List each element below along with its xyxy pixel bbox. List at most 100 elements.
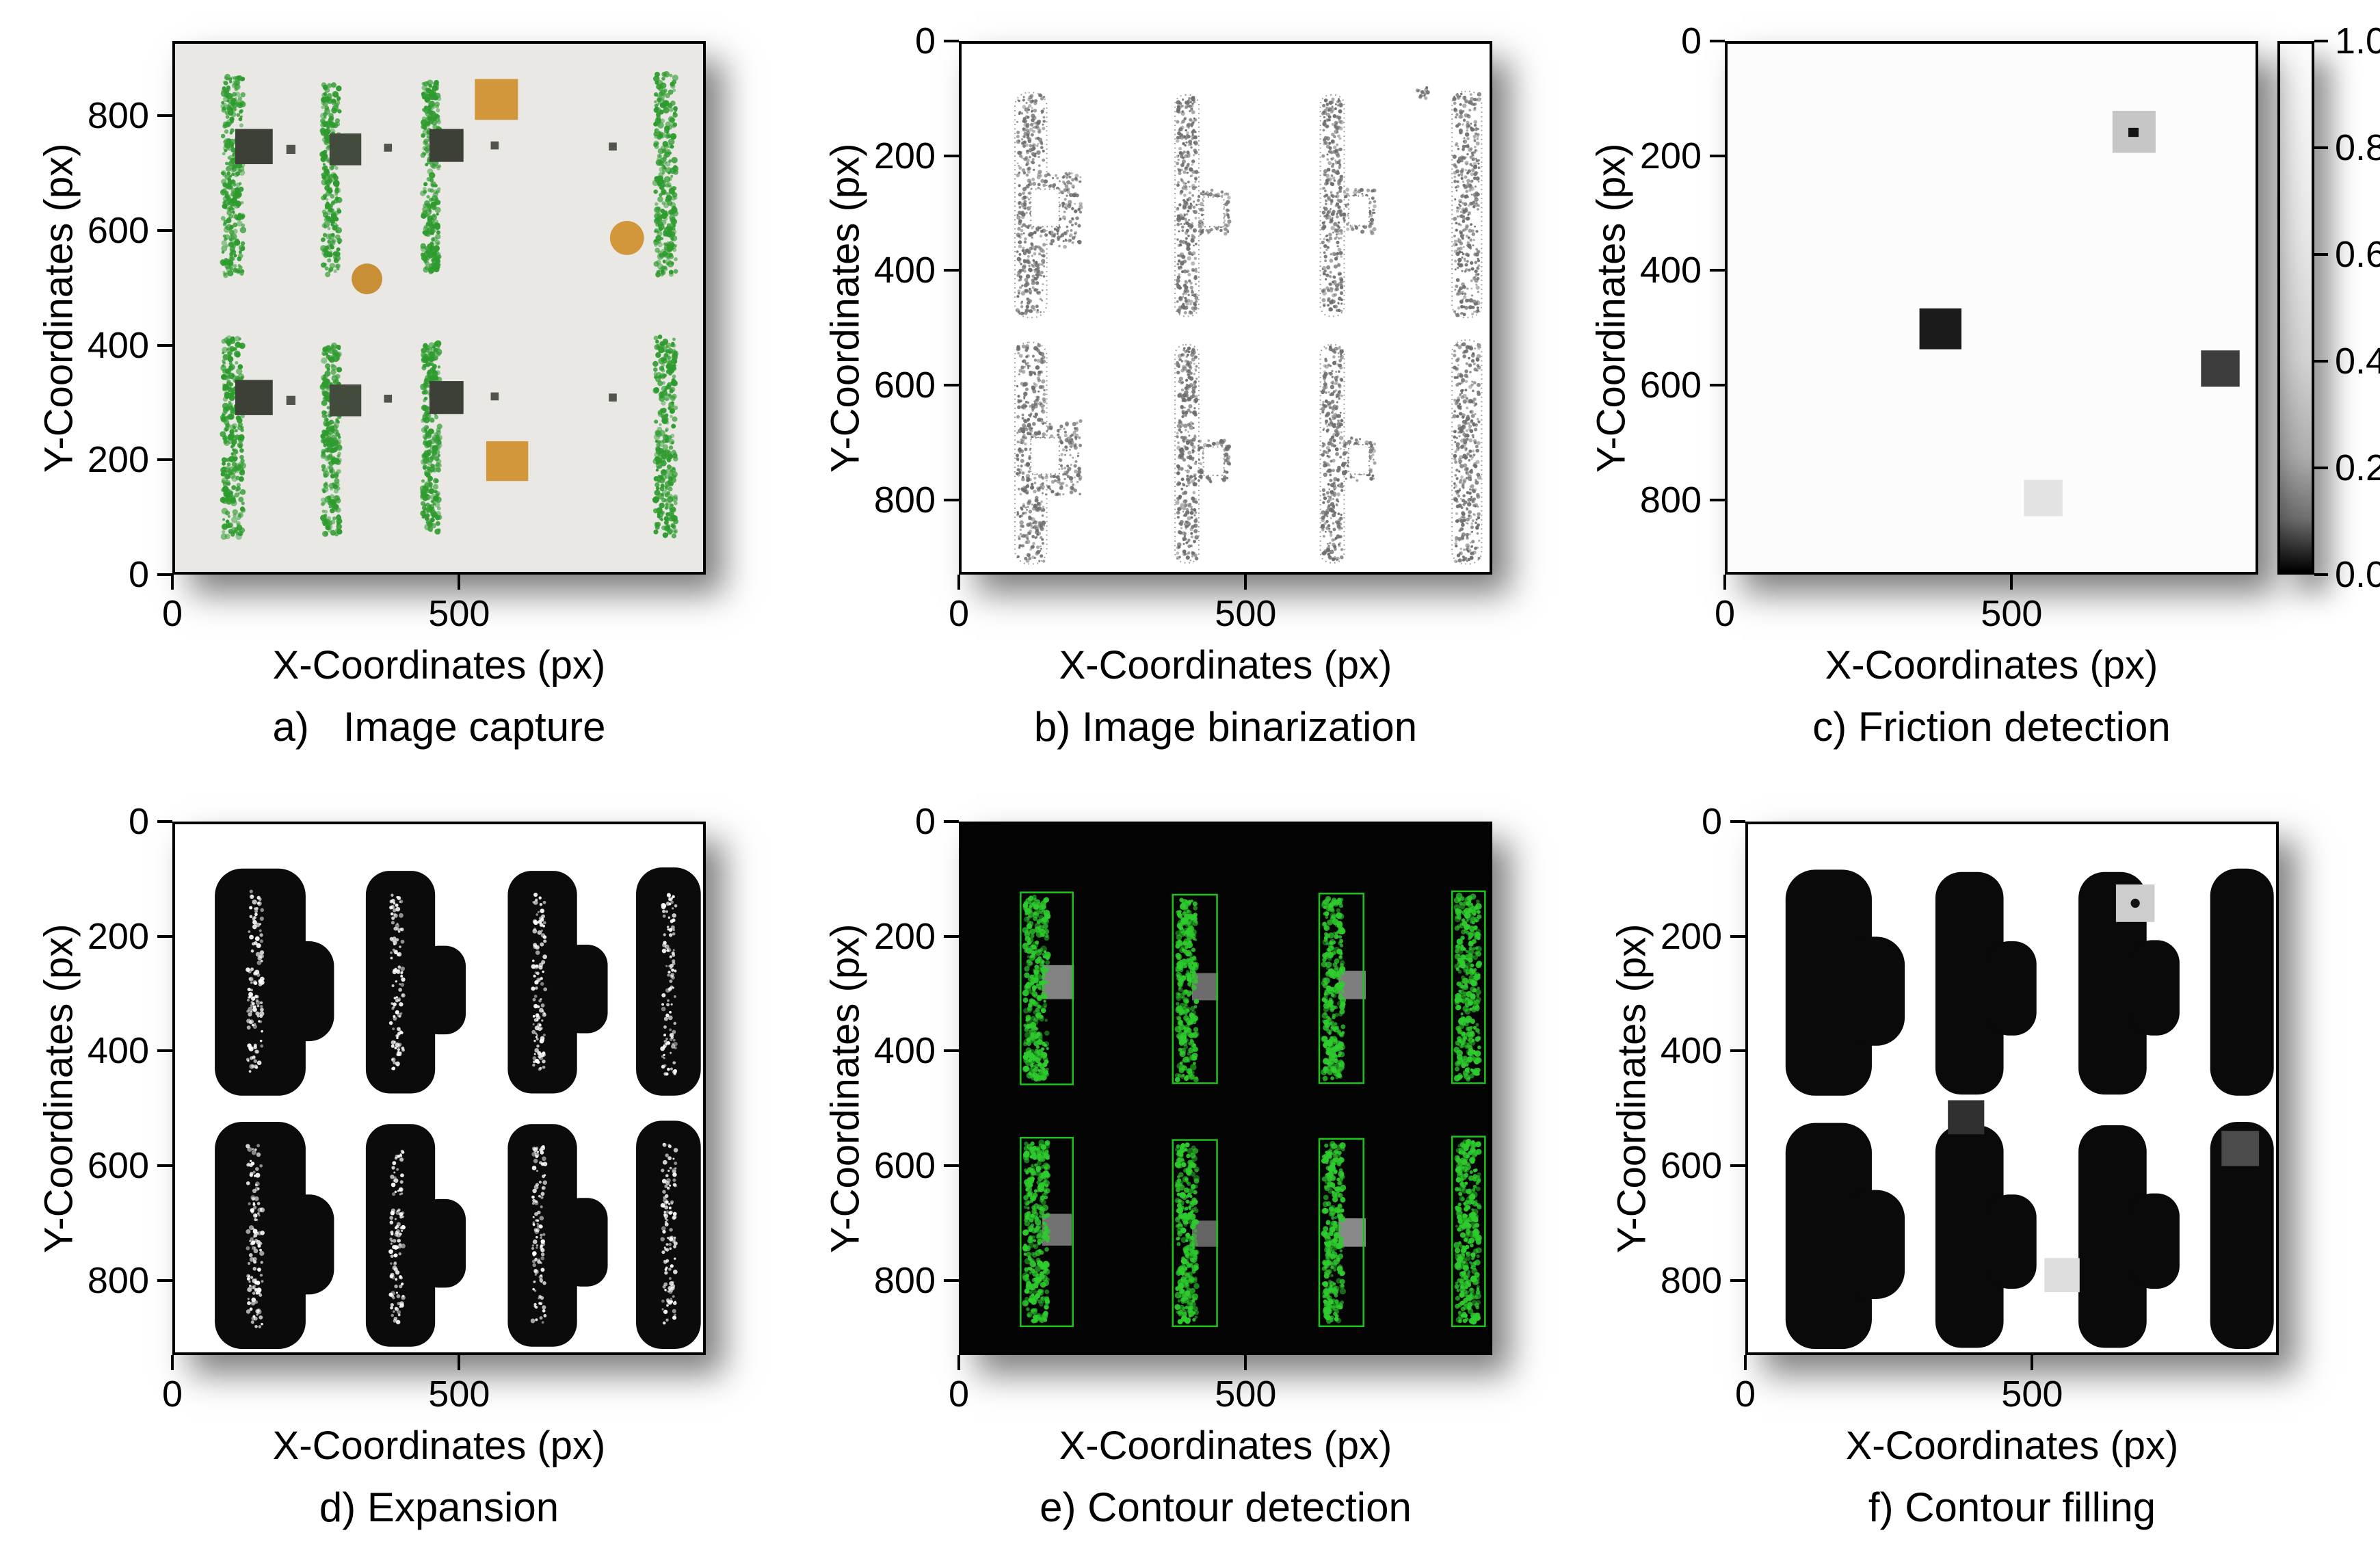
y-tick-mark: [1710, 498, 1725, 501]
x-tick-label: 500: [428, 593, 490, 634]
x-tick-mark: [171, 575, 174, 590]
x-tick-mark: [2010, 575, 2013, 590]
y-tick-label: 0: [914, 21, 936, 62]
x-axis: 0 500: [1715, 575, 2258, 640]
colorbar-tick-label: 0.4: [2335, 341, 2380, 382]
y-tick-label: 600: [1639, 365, 1702, 406]
y-tick-label: 0: [1680, 21, 1702, 62]
f-plot-canvas: [1748, 824, 2276, 1352]
colorbar-tick-mark: [2314, 467, 2328, 469]
caption-c: c) Friction detection: [1812, 704, 2171, 750]
y-tick-label: 200: [1639, 135, 1702, 176]
y-axis: 0 200 400 600 800: [870, 23, 959, 575]
panel-contour-filling: Y-Coordinates (px) 0 200 400 600 800 0 500 X-…: [1573, 780, 2380, 1561]
y-axis-label: Y-Coordinates (px): [36, 143, 81, 473]
x-tick-mark: [957, 1355, 960, 1370]
y-tick-label: 600: [1660, 1145, 1722, 1187]
y-tick-label: 800: [87, 1259, 149, 1301]
panel-image-capture: Y-Coordinates (px) 800 600 400 200 0 0 500 X-…: [0, 0, 786, 780]
x-tick-mark: [171, 1355, 174, 1370]
y-tick-mark: [1710, 384, 1725, 387]
y-axis-label: Y-Coordinates (px): [1609, 923, 1654, 1253]
y-tick-label: 800: [873, 479, 936, 521]
y-tick-mark: [944, 934, 959, 938]
y-tick-mark: [944, 1278, 959, 1282]
panel-contour-detection: Y-Coordinates (px) 0 200 400 600 800 0 500 X-…: [786, 780, 1573, 1561]
x-tick-label: 500: [428, 1374, 490, 1415]
expansion-plot: [172, 822, 706, 1355]
friction-detection-plot: [1725, 41, 2258, 575]
x-tick-label: 0: [161, 1374, 183, 1415]
x-axis-label: X-Coordinates (px): [272, 1424, 606, 1468]
y-tick-label: 400: [87, 1030, 149, 1072]
contour-filling-plot: [1745, 822, 2279, 1355]
y-axis-label: Y-Coordinates (px): [823, 143, 868, 473]
y-tick-label: 200: [87, 439, 149, 481]
y-tick-label: 400: [1639, 250, 1702, 291]
e-plot-canvas: [962, 824, 1490, 1352]
x-tick-label: 0: [161, 593, 183, 634]
y-tick-mark: [157, 934, 172, 938]
plot-row: Y-Coordinates (px) 0 200 400 600 800: [821, 23, 1573, 575]
x-tick-mark: [1244, 575, 1247, 590]
plot-row: Y-Coordinates (px) 0 200 400 600 800: [1607, 803, 2380, 1355]
x-tick-mark: [957, 575, 960, 590]
y-tick-mark: [1710, 40, 1725, 42]
y-tick-label: 400: [873, 1030, 936, 1072]
x-axis-label: X-Coordinates (px): [272, 643, 606, 687]
y-tick-mark: [1730, 934, 1745, 938]
colorbar-axis: 1.0 0.8 0.6 0.4 0.2 0.0: [2314, 23, 2380, 593]
y-tick-label: 600: [87, 209, 149, 251]
x-axis: 0 500: [949, 575, 1492, 640]
c-plot-canvas: [1728, 44, 2256, 572]
plot-row: Y-Coordinates (px) 0 200 400 600 800: [34, 803, 786, 1355]
caption-f: f) Contour filling: [1868, 1484, 2156, 1530]
y-tick-label: 800: [873, 1259, 936, 1301]
x-tick-label: 0: [948, 593, 970, 634]
x-tick-label: 500: [1981, 593, 2043, 634]
y-axis: 0 200 400 600 800: [1636, 23, 1725, 575]
x-tick-label: 0: [1714, 593, 1736, 634]
x-axis: 0 500: [162, 1355, 706, 1420]
x-axis-label: X-Coordinates (px): [1059, 643, 1392, 687]
y-axis: 0 200 400 600 800: [870, 803, 959, 1355]
y-tick-label: 0: [1701, 801, 1722, 842]
colorbar-tick-mark: [2314, 253, 2328, 256]
b-plot-canvas: [962, 44, 1490, 572]
y-tick-mark: [157, 228, 172, 232]
colorbar-tick-label: 0.6: [2335, 234, 2380, 275]
x-axis-label: X-Coordinates (px): [1825, 643, 2158, 687]
y-tick-mark: [157, 343, 172, 347]
y-tick-label: 800: [1639, 479, 1702, 521]
plot-row: Y-Coordinates (px) 0 200 400 600 800 1.0 0.8 0…: [1587, 23, 2380, 593]
caption-d: d) Expansion: [319, 1484, 559, 1530]
y-tick-label: 200: [87, 915, 149, 957]
y-tick-mark: [157, 1278, 172, 1282]
y-tick-mark: [944, 820, 959, 823]
y-axis-label: Y-Coordinates (px): [1589, 143, 1634, 473]
x-tick-mark: [458, 575, 461, 590]
y-tick-mark: [157, 820, 172, 823]
colorbar-tick-label: 1.0: [2335, 21, 2380, 62]
image-capture-plot: [172, 41, 706, 575]
y-tick-label: 200: [1660, 915, 1722, 957]
x-tick-mark: [458, 1355, 461, 1370]
plot-row: Y-Coordinates (px) 0 200 400 600 800: [821, 803, 1573, 1355]
y-tick-label: 800: [87, 95, 149, 137]
y-tick-label: 200: [873, 135, 936, 176]
x-tick-label: 0: [948, 1374, 970, 1415]
y-tick-mark: [1730, 1278, 1745, 1282]
panel-expansion: Y-Coordinates (px) 0 200 400 600 800 0 500 X-…: [0, 780, 786, 1561]
d-plot-canvas: [175, 824, 703, 1352]
contour-detection-plot: [959, 822, 1492, 1355]
x-axis: 0 500: [949, 1355, 1492, 1420]
x-axis-label: X-Coordinates (px): [1059, 1424, 1392, 1468]
y-tick-mark: [1730, 820, 1745, 823]
y-tick-mark: [1730, 1049, 1745, 1053]
x-tick-label: 0: [1734, 1374, 1756, 1415]
colorbar-tick-label: 0.0: [2335, 554, 2380, 595]
x-tick-mark: [1244, 1355, 1247, 1370]
y-tick-mark: [944, 384, 959, 387]
panel-image-binarization: Y-Coordinates (px) 0 200 400 600 800 0 500 X-…: [786, 0, 1573, 780]
